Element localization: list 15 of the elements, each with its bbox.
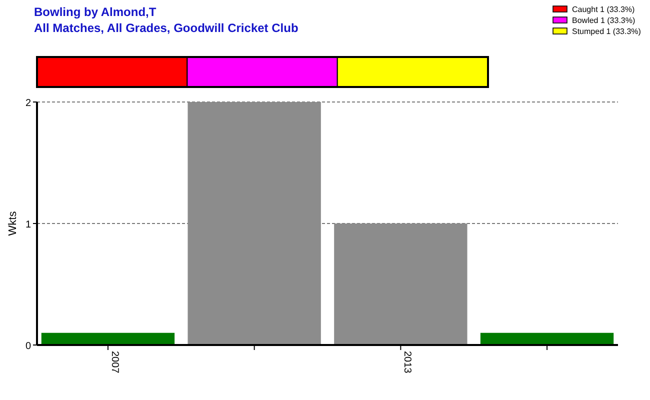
y-axis-title: Wkts	[7, 210, 19, 236]
x-tick-label: 2013	[402, 351, 413, 374]
legend-label: Stumped 1 (33.3%)	[572, 27, 642, 36]
bar	[41, 332, 175, 345]
bar	[334, 224, 468, 345]
bar	[188, 102, 321, 345]
legend-label: Bowled 1 (33.3%)	[572, 16, 636, 25]
x-tick-label: 2007	[108, 351, 120, 374]
y-tick-label: 1	[25, 220, 32, 230]
y-tick-label: 0	[25, 341, 32, 352]
chart-title: Bowling by Almond,T	[34, 5, 157, 19]
chart-subtitle: All Matches, All Grades, Goodwill Cricket Club	[34, 21, 298, 35]
bar	[480, 332, 614, 345]
legend-label: Caught 1 (33.3%)	[572, 5, 636, 14]
y-tick-label: 2	[25, 98, 32, 109]
